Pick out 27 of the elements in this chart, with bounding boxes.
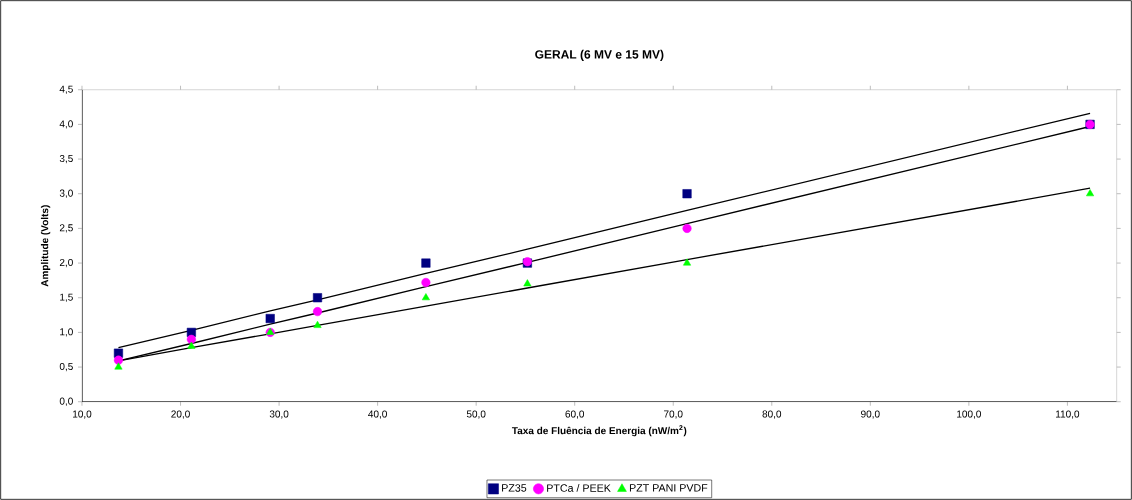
x-tick-label: 50,0	[466, 410, 486, 419]
y-tick-label: 3,0	[59, 189, 73, 198]
y-tick-label: 2,5	[59, 224, 73, 233]
y-tick-label: 4,5	[59, 85, 73, 94]
y-tick-label: 2,0	[59, 258, 73, 268]
y-axis-title: Amplitude (Volts)	[40, 205, 51, 287]
x-tick-label: 80,0	[762, 410, 782, 419]
legend-label: PZT PANI PVDF	[629, 484, 708, 492]
y-tick-label: 4,0	[59, 120, 73, 129]
chart-title: GERAL (6 MV e 15 MV)	[535, 49, 664, 62]
x-tick-label: 30,0	[269, 410, 289, 419]
x-tick-label: 70,0	[664, 410, 683, 419]
x-tick-label: 60,0	[565, 410, 585, 419]
x-tick-label: 90,0	[861, 410, 880, 419]
y-tick-label: 1,0	[60, 328, 73, 337]
y-tick-label: 3,5	[59, 154, 73, 164]
legend-label: PZ35	[502, 484, 527, 492]
legend-label: PTCa / PEEK	[547, 483, 611, 492]
x-tick-label: 10,0	[73, 410, 92, 419]
x-tick-label: 100,0	[957, 410, 981, 419]
y-tick-label: 0,0	[59, 397, 73, 406]
x-tick-label: 110,0	[1056, 410, 1080, 419]
x-tick-label: 20,0	[171, 410, 190, 419]
x-tick-label: 40,0	[368, 410, 387, 419]
y-tick-label: 1,5	[60, 293, 73, 302]
x-axis-title: Taxa de Fluência de Energia (nW/m$^{2}$)	[511, 425, 687, 437]
y-tick-label: 0,5	[59, 362, 73, 372]
